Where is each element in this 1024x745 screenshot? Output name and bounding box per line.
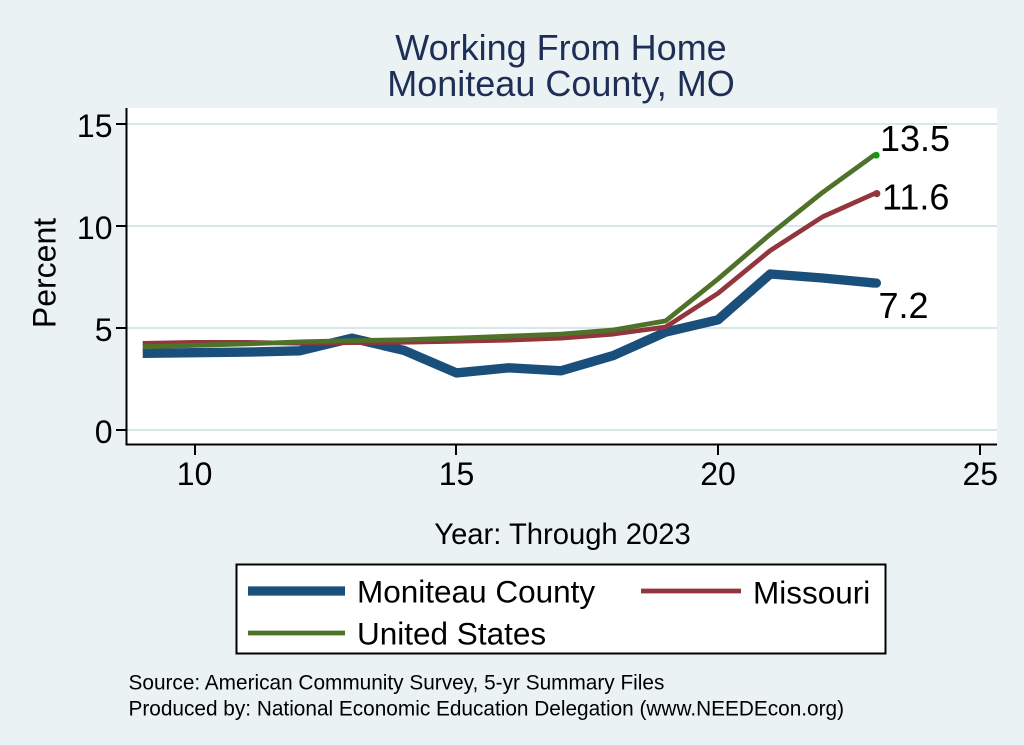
svg-text:Moniteau County: Moniteau County — [357, 574, 595, 610]
svg-text:Percent: Percent — [27, 218, 63, 328]
svg-text:20: 20 — [700, 456, 736, 492]
svg-text:Working From Home: Working From Home — [395, 27, 726, 68]
svg-text:10: 10 — [77, 210, 113, 246]
svg-text:10: 10 — [177, 456, 213, 492]
svg-text:25: 25 — [963, 456, 999, 492]
svg-text:Produced by: National Economic: Produced by: National Economic Education… — [129, 698, 845, 721]
svg-text:15: 15 — [439, 456, 475, 492]
svg-text:11.6: 11.6 — [882, 176, 949, 217]
svg-text:Missouri: Missouri — [753, 574, 870, 610]
svg-text:Moniteau County, MO: Moniteau County, MO — [387, 63, 734, 104]
svg-text:5: 5 — [95, 312, 113, 348]
svg-text:0: 0 — [95, 414, 113, 450]
svg-text:15: 15 — [77, 108, 113, 144]
svg-text:7.2: 7.2 — [879, 285, 929, 326]
svg-text:13.5: 13.5 — [880, 118, 950, 159]
svg-text:United States: United States — [357, 616, 546, 652]
svg-text:Source: American Community Sur: Source: American Community Survey, 5-yr … — [129, 672, 665, 695]
svg-text:Year: Through 2023: Year: Through 2023 — [434, 519, 690, 551]
